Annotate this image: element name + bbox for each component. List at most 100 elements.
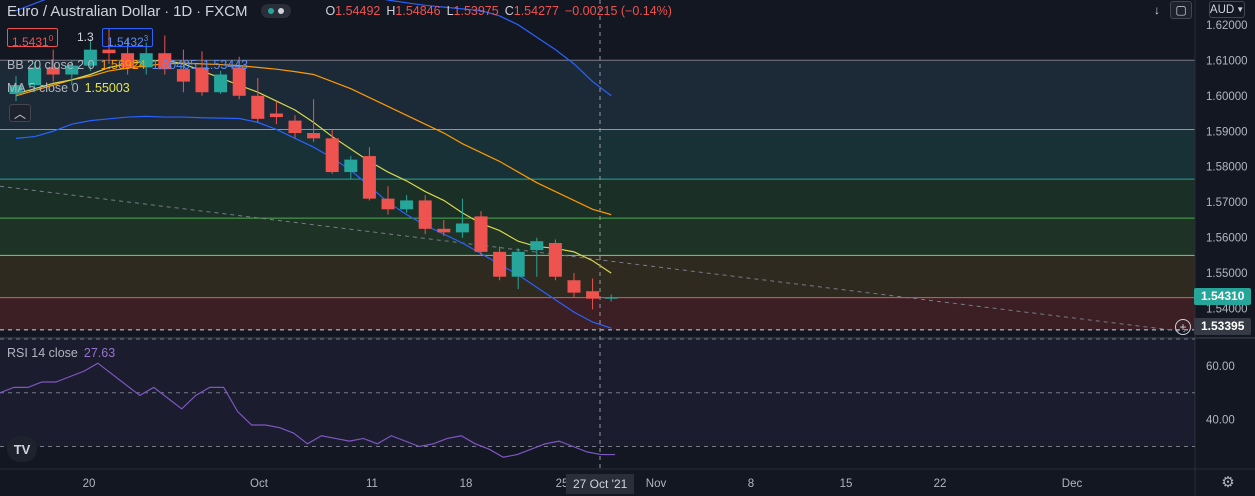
candle-body [325,138,339,173]
status-dot-icon [268,8,275,14]
plus-icon: + [1179,320,1187,334]
ma-name: MA 5 close 0 [7,81,79,95]
candle-body [121,53,135,68]
high-value: 1.54846 [395,4,441,18]
fib-zone-band [0,255,1195,298]
price-tick-label: 1.56000 [1206,233,1248,245]
candle-body [176,69,190,82]
market-status-icon[interactable] [261,4,292,18]
candle-body [65,65,79,75]
currency-label: AUD [1209,3,1235,16]
price-tick-label: 1.54000 [1206,304,1248,316]
bb-basis-line [15,62,612,216]
change-value: −0.00215 (−0.14%) [564,4,672,18]
candle-body [83,49,97,66]
interval-label[interactable]: 1D [173,2,193,20]
candle-body [362,156,376,199]
candle-body [288,120,302,134]
candle-body [214,74,228,93]
candle-body [381,198,395,210]
price-tick-label: 1.55000 [1206,268,1248,280]
time-tick-label: 15 [840,478,853,490]
open-label: O [325,4,336,18]
candle-body [9,85,23,95]
bb-basis-value: 1.56924 [100,58,146,72]
collapse-legend-button[interactable]: ︿ [9,104,31,122]
fib-zone-band [0,297,1195,330]
buy-price-pip: 3 [143,34,149,43]
header-separator: · [164,3,170,19]
bb-name: BB 20 close 2 0 [7,58,95,72]
time-tick-label: 18 [460,478,473,490]
candle-body [437,228,451,233]
price-tick-label: 1.62000 [1206,20,1248,32]
candle-body [455,223,469,233]
add-alert-button[interactable]: + [1175,319,1191,335]
crosshair-price-tag: 1.53395 [1194,318,1251,335]
ma-legend[interactable]: MA 5 close 0 1.55003 [7,81,130,95]
candle-body [418,200,432,229]
high-label: H [386,4,396,18]
rsi-tick-label: 60.00 [1206,361,1235,373]
candle-body [158,53,172,70]
ohlc-readout: O1.54492 H1.54846 L1.53975 C1.54277 −0.0… [325,4,672,18]
candle-body [400,200,414,210]
candle-body [46,67,60,75]
sell-button[interactable]: 1.54310 [7,28,59,49]
buy-button[interactable]: 1.54323 [102,28,154,49]
rsi-legend[interactable]: RSI 14 close 27.63 [7,346,115,360]
price-tick-label: 1.61000 [1206,55,1248,67]
candle-body [102,49,116,54]
price-tick-label: 1.57000 [1206,197,1248,209]
buy-price: 1.5432 [107,35,144,49]
chevron-down-icon: ▼ [1236,5,1245,14]
low-value: 1.53975 [453,4,499,18]
price-tick-label: 1.60000 [1206,91,1248,103]
bb-legend[interactable]: BB 20 close 2 0 1.56924 1.60405 1.53443 [7,58,248,72]
fib-zone-band [0,129,1195,180]
rsi-line [0,362,615,458]
tv-logo-icon: TV [13,441,31,457]
price-tick-label: 1.59000 [1206,126,1248,138]
time-tick-label: 22 [934,478,947,490]
candle-body [548,242,562,277]
maximize-button[interactable]: ▢ [1170,1,1192,19]
settings-button[interactable]: ⚙ [1219,474,1237,492]
candle-body [251,95,265,119]
candle-body [232,67,246,96]
scroll-down-button[interactable]: ↓ [1146,1,1168,19]
candle-body [511,251,525,277]
tradingview-logo[interactable]: TV [7,436,37,462]
maximize-icon: ▢ [1175,3,1187,17]
sell-price: 1.5431 [12,35,49,49]
chevron-up-icon: ︿ [13,106,26,121]
fib-zone-band [0,218,1195,256]
bb-upper-value: 1.60405 [151,58,197,72]
gear-icon: ⚙ [1221,474,1235,491]
time-tick-label: Nov [646,478,667,490]
candle-body [269,113,283,118]
ma-value: 1.55003 [84,81,130,95]
time-tick-label: 11 [366,478,378,490]
time-tick-label: 20 [83,478,96,490]
candle-body [586,291,600,299]
candle-body [493,251,507,277]
time-tick-label: 8 [748,478,754,490]
header-separator: · [196,3,201,19]
candle-body [530,241,544,251]
candle-body [604,297,618,299]
candle-body [28,67,42,86]
arrow-down-icon: ↓ [1154,3,1160,17]
price-tick-label: 1.58000 [1206,162,1248,174]
currency-dropdown[interactable]: AUD ▼ [1209,1,1245,18]
symbol-title[interactable]: Euro / Australian Dollar [7,2,161,20]
exchange-label: FXCM [204,2,248,20]
spread-label: 1.3 [77,30,94,44]
candle-body [139,53,153,68]
bb-lower-value: 1.53443 [202,58,249,72]
open-value: 1.54492 [335,4,381,18]
rsi-tick-label: 40.00 [1206,415,1235,427]
candle-body [307,133,321,139]
